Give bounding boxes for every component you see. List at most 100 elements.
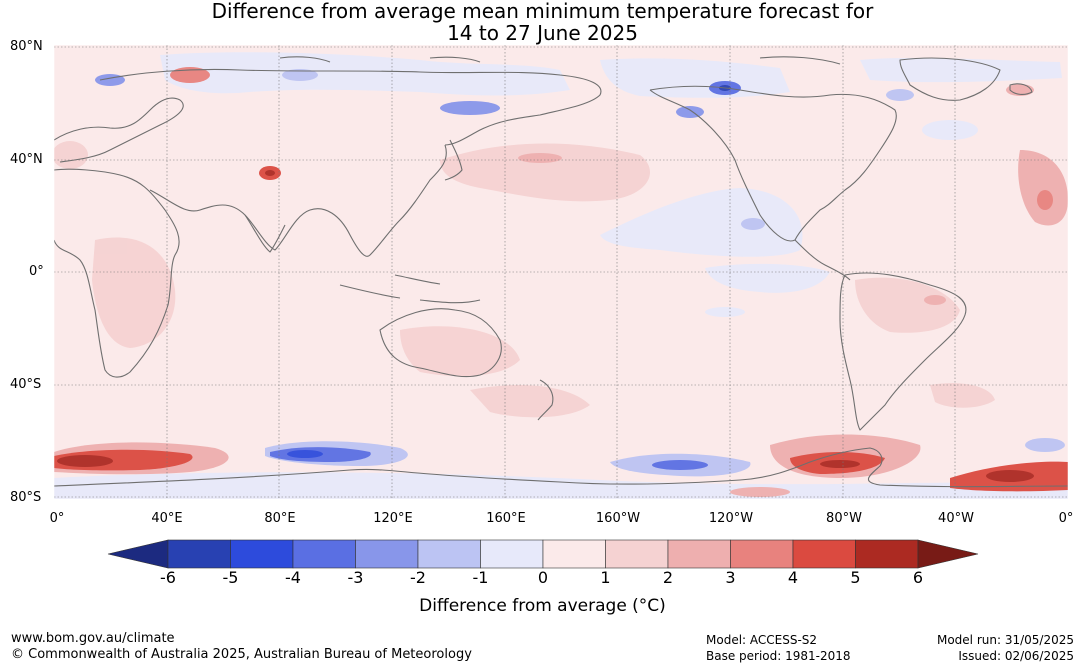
warm-africa (92, 237, 176, 348)
arctic-cool-patch-3 (860, 57, 1062, 83)
coast-north-america (649, 85, 897, 242)
map-title-line-1: Difference from average mean minimum tem… (211, 0, 874, 23)
colorbar-bin-10 (792, 539, 856, 569)
arctic-cool-patch (160, 52, 570, 96)
warm-north-atlantic (1018, 150, 1068, 226)
colorbar-tick-label: 1 (600, 568, 611, 587)
warm-south-atlantic (930, 383, 995, 408)
equatorial-pacific-cool (705, 263, 830, 293)
coast-greenland (899, 57, 1001, 101)
warm-north-pacific (440, 143, 650, 202)
footer-copyright: © Commonwealth of Australia 2025, Austra… (11, 647, 472, 662)
footer-model: Model: ACCESS-S2 (706, 633, 818, 647)
colorbar-bin-3 (355, 539, 419, 569)
southern-ocean-cool-band (54, 472, 1068, 499)
lon-label-120e: 120°E (373, 511, 413, 526)
lon-label-40w: 40°W (938, 511, 974, 526)
lon-label-80e: 80°E (264, 511, 296, 526)
warm-spot-tibet-core (265, 170, 275, 176)
coast-eurasia-north (99, 68, 602, 146)
coast-antarctica (54, 447, 1068, 488)
colorbar-bin-5 (480, 539, 544, 569)
coastlines (54, 56, 1068, 488)
coast-arctic-islands (279, 56, 841, 65)
lon-label-0-west: 0° (49, 511, 65, 526)
lat-label-0: 0° (29, 264, 44, 279)
warm-core-east-pacific-sector (820, 460, 860, 468)
colorbar-tick-label: -6 (160, 568, 176, 587)
warm-spot-atlantic-core (1037, 190, 1053, 210)
coast-indonesia (339, 274, 481, 304)
lon-label-0-east: 0° (1058, 511, 1074, 526)
lon-label-160e: 160°E (486, 511, 526, 526)
colorbar-bin-1 (230, 539, 294, 569)
colorbar-bin-0 (167, 539, 231, 569)
cool-patch-weddell (1025, 438, 1065, 452)
lon-label-80w: 80°W (826, 511, 862, 526)
warm-spot-ural (170, 67, 210, 83)
warm-core-atlantic-sector (57, 455, 113, 467)
colorbar-label: Difference from average (°C) (419, 596, 666, 616)
colorbar-bin-8 (667, 539, 731, 569)
warm-south-pacific (470, 385, 590, 418)
lat-label-80n: 80°N (10, 39, 43, 54)
warm-australia-south (400, 326, 520, 377)
coast-japan (444, 139, 463, 181)
cool-spot-ne-asia (440, 101, 500, 115)
colorbar-tick-label: -2 (410, 568, 426, 587)
lat-label-80s: 80°S (10, 490, 42, 505)
north-pacific-cool-patch (600, 188, 803, 257)
colorbar-tick-label: 3 (725, 568, 736, 587)
colorbar-tick-label: 5 (850, 568, 861, 587)
coast-asia-south (149, 144, 447, 257)
map-frame (53, 44, 1069, 500)
coast-europe (54, 97, 184, 163)
cool-spot-nw-atlantic (922, 120, 978, 140)
colorbar-over-arrow (917, 539, 979, 569)
colorbar-tick-label: -5 (222, 568, 239, 587)
warm-patch-antarctic-peninsula (730, 487, 790, 497)
lon-label-40e: 40°E (151, 511, 183, 526)
coast-india (244, 214, 286, 253)
colorbar-tick-label: -4 (285, 568, 301, 587)
colorbar-tick-label: 4 (787, 568, 799, 587)
anomaly-patches (54, 52, 1068, 499)
coast-new-zealand (537, 379, 554, 421)
cool-core-indian-sector (287, 450, 323, 458)
lon-label-120w: 120°W (708, 511, 754, 526)
cool-spot-se-pacific (705, 307, 745, 317)
footer-issued: Issued: 02/06/2025 (958, 649, 1074, 663)
arctic-cool-patch-2 (600, 58, 790, 98)
cool-core-pacific-sector (652, 460, 708, 470)
colorbar-tick-label: 6 (912, 568, 924, 587)
warm-core-south-atlantic-sector (986, 470, 1034, 482)
cool-spot-siberia (282, 69, 318, 81)
warm-spot-central-pacific (518, 153, 562, 163)
gridlines (54, 45, 1068, 499)
colorbar-bin-9 (730, 539, 794, 569)
map-title-line-2: 14 to 27 June 2025 (447, 21, 638, 45)
colorbar-bin-2 (292, 539, 356, 569)
coast-australia (379, 308, 502, 378)
footer-base-period: Base period: 1981-2018 (706, 649, 851, 663)
lat-label-40n: 40°N (10, 152, 43, 167)
colorbar-under-arrow (107, 539, 169, 569)
colorbar-tick-label: -1 (472, 568, 489, 587)
coast-south-america (839, 272, 967, 431)
colorbar-tick-label: 0 (537, 568, 549, 587)
colorbar-tick-label: 2 (662, 568, 674, 587)
colorbar-tick-label: -3 (347, 568, 364, 587)
warm-spot-north-atlantic-2 (1006, 84, 1034, 96)
colorbar-bin-4 (417, 539, 481, 569)
colorbar-bin-7 (605, 539, 669, 569)
footer-model-run: Model run: 31/05/2025 (936, 633, 1074, 647)
coast-africa (54, 168, 180, 378)
coast-iceland (1009, 83, 1033, 95)
cool-spot-east-pacific (741, 218, 765, 230)
cool-spot-greenland (886, 89, 914, 101)
colorbar-bin-6 (542, 539, 606, 569)
footer-url: www.bom.gov.au/climate (11, 631, 175, 646)
lon-label-160w: 160°W (595, 511, 641, 526)
